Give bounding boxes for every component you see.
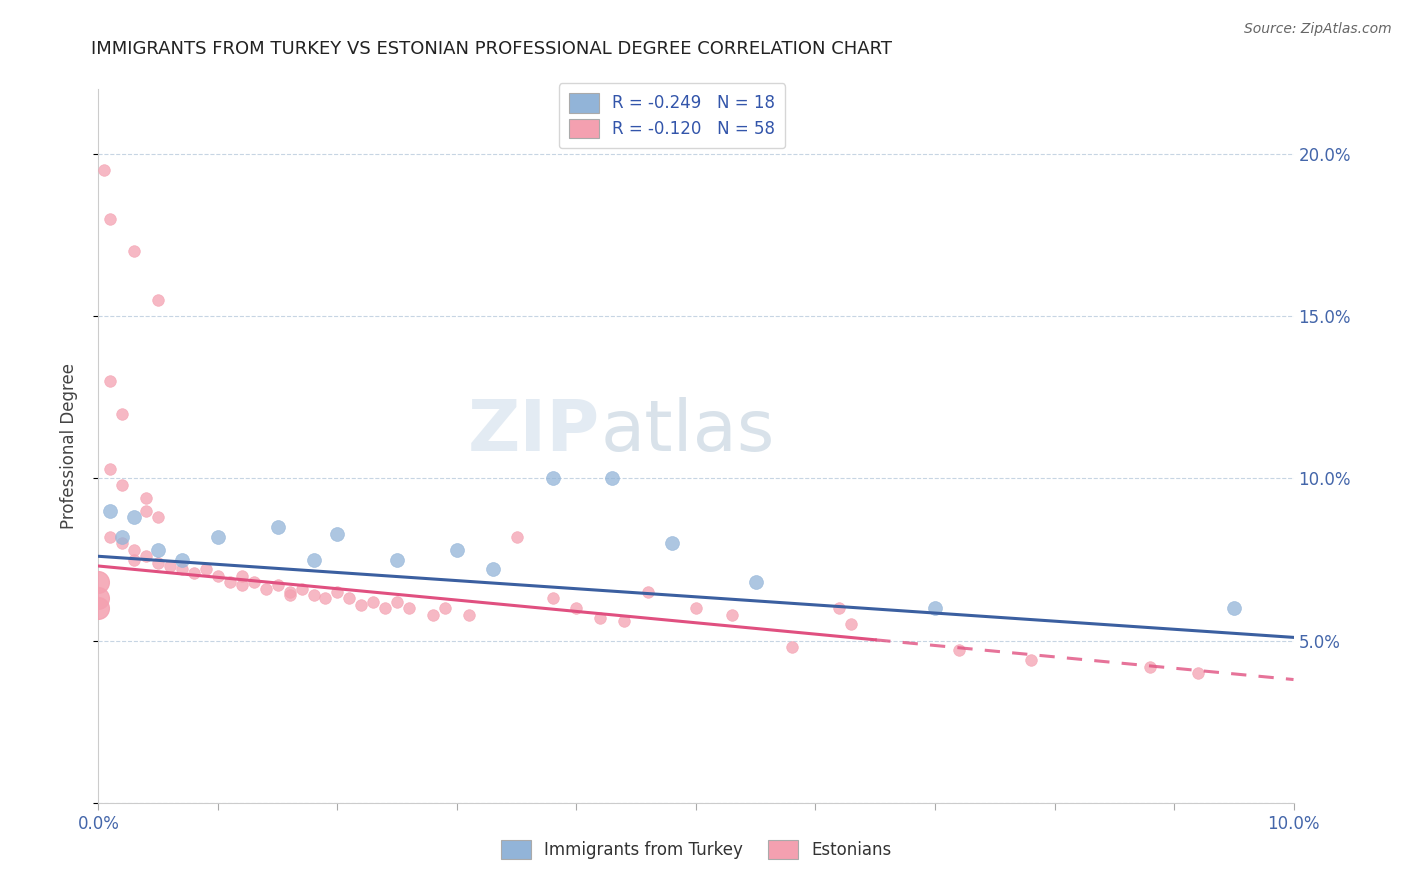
Point [87, 591, 110, 606]
Point [148, 293, 170, 307]
Point [948, 643, 970, 657]
Point [98, 530, 122, 544]
Legend: Immigrants from Turkey, Estonians: Immigrants from Turkey, Estonians [494, 833, 898, 866]
Point [124, 510, 146, 524]
Point [434, 601, 457, 615]
Point [148, 556, 170, 570]
Point [219, 575, 242, 590]
Point [661, 536, 683, 550]
Point [135, 549, 157, 564]
Point [93, 163, 115, 178]
Point [339, 591, 361, 606]
Point [87, 575, 110, 590]
Point [385, 595, 409, 609]
Point [589, 611, 612, 625]
Point [363, 595, 385, 609]
Point [231, 568, 253, 582]
Point [828, 601, 851, 615]
Point [446, 542, 468, 557]
Point [422, 607, 444, 622]
Point [172, 552, 194, 566]
Point [267, 520, 290, 534]
Point [124, 542, 146, 557]
Point [278, 588, 301, 602]
Point [159, 559, 181, 574]
Point [111, 536, 134, 550]
Point [506, 530, 529, 544]
Point [98, 374, 122, 388]
Point [385, 552, 409, 566]
Point [458, 607, 481, 622]
Point [111, 530, 134, 544]
Text: ZIP: ZIP [468, 397, 600, 467]
Point [841, 617, 863, 632]
Point [207, 568, 229, 582]
Point [350, 598, 373, 612]
Point [302, 552, 325, 566]
Point [565, 601, 588, 615]
Point [195, 562, 218, 576]
Point [243, 575, 266, 590]
Point [87, 601, 110, 615]
Text: atlas: atlas [600, 397, 775, 467]
Point [602, 471, 624, 485]
Point [326, 585, 349, 599]
Point [924, 601, 946, 615]
Point [1187, 666, 1209, 681]
Point [291, 582, 314, 596]
Point [183, 566, 205, 580]
Point [482, 562, 505, 576]
Point [398, 601, 420, 615]
Point [685, 601, 707, 615]
Point [207, 530, 229, 544]
Point [315, 591, 337, 606]
Point [111, 478, 134, 492]
Y-axis label: Professional Degree: Professional Degree [59, 363, 77, 529]
Point [172, 562, 194, 576]
Point [374, 601, 396, 615]
Point [135, 491, 157, 505]
Point [135, 504, 157, 518]
Point [745, 575, 768, 590]
Point [637, 585, 659, 599]
Point [721, 607, 744, 622]
Point [148, 510, 170, 524]
Point [1139, 659, 1161, 673]
Point [302, 588, 325, 602]
Point [254, 582, 277, 596]
Point [267, 578, 290, 592]
Point [124, 552, 146, 566]
Point [148, 542, 170, 557]
Point [98, 461, 122, 475]
Point [111, 407, 134, 421]
Point [124, 244, 146, 259]
Point [541, 471, 564, 485]
Text: Source: ZipAtlas.com: Source: ZipAtlas.com [1244, 22, 1392, 37]
Point [278, 585, 301, 599]
Point [1019, 653, 1042, 667]
Point [231, 578, 253, 592]
Point [613, 614, 636, 628]
Point [326, 526, 349, 541]
Point [98, 504, 122, 518]
Point [98, 211, 122, 226]
Point [780, 640, 803, 654]
Point [541, 591, 564, 606]
Text: IMMIGRANTS FROM TURKEY VS ESTONIAN PROFESSIONAL DEGREE CORRELATION CHART: IMMIGRANTS FROM TURKEY VS ESTONIAN PROFE… [91, 40, 893, 58]
Point [1223, 601, 1246, 615]
